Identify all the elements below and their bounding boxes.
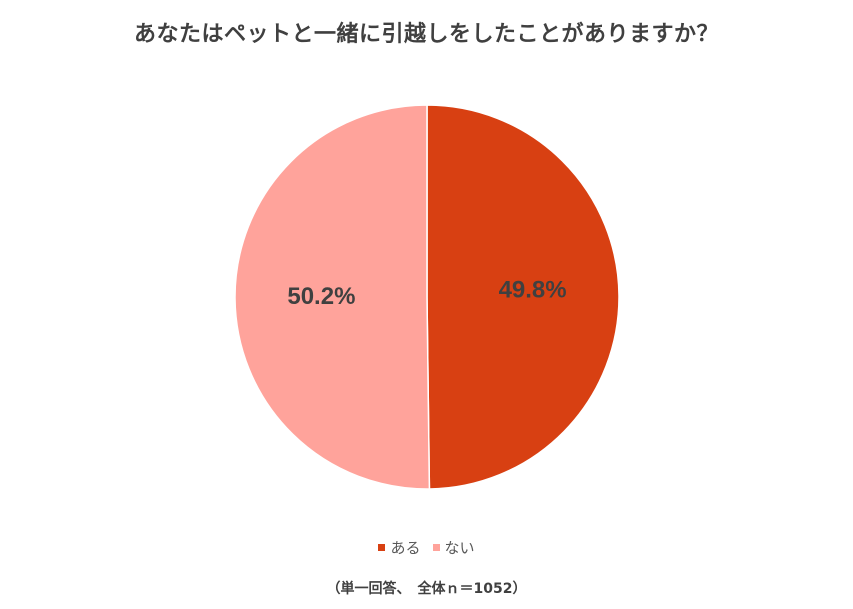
legend-label-nai: ない — [444, 539, 475, 557]
slice-aru — [426, 104, 620, 490]
legend: ある ない — [0, 537, 853, 558]
legend-item-aru: ある — [378, 537, 421, 558]
chart-title: あなたはペットと一緒に引越しをしたことがありますか？ — [133, 22, 719, 47]
legend-swatch-nai — [432, 544, 440, 551]
legend-item-nai: ない — [432, 537, 475, 558]
slice-label-aru: 49.8% — [499, 277, 567, 304]
slice-nai — [234, 104, 431, 490]
legend-swatch-aru — [378, 544, 386, 551]
sample-footnote: （単一回答、 全体ｎ＝1052） — [326, 581, 527, 597]
legend-label-aru: ある — [390, 539, 421, 557]
slice-label-nai: 50.2% — [287, 283, 355, 310]
